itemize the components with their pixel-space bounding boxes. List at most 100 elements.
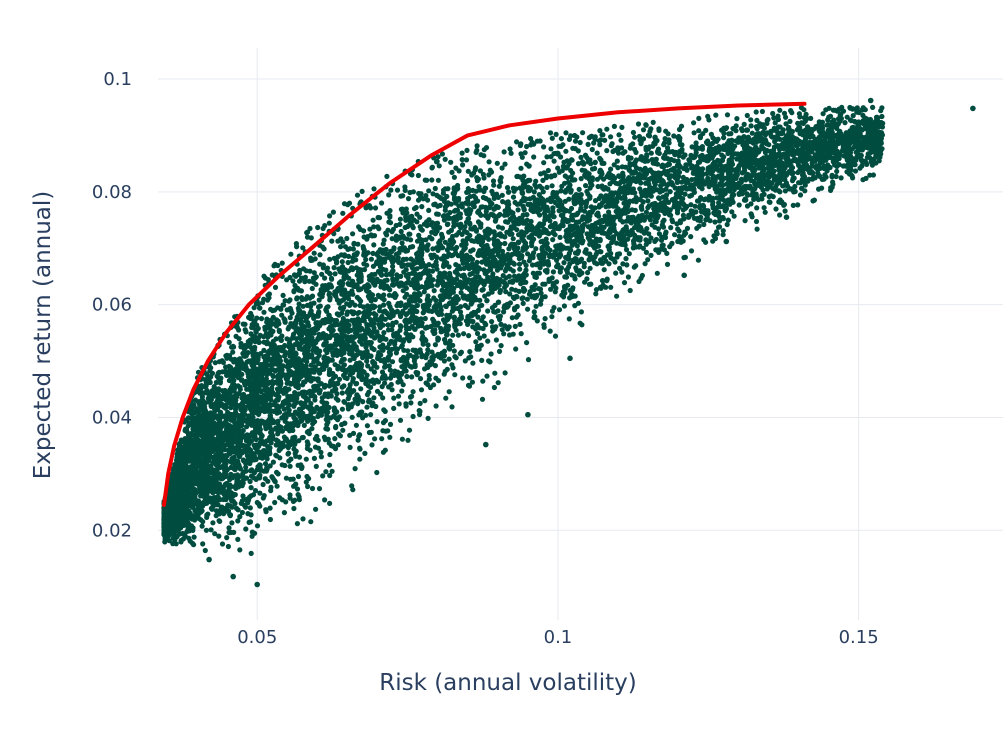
portfolio-point [679,146,685,153]
portfolio-point [227,513,233,519]
portfolio-point [879,105,885,111]
portfolio-point [701,221,707,228]
portfolio-point [519,295,525,302]
portfolio-point [309,293,316,299]
portfolio-point [604,148,610,154]
portfolio-point [385,327,392,333]
portfolio-point [488,351,494,357]
portfolio-point [820,111,826,117]
portfolio-point [627,287,633,294]
portfolio-point [248,485,254,491]
portfolio-point [616,132,622,138]
portfolio-point [356,309,362,316]
portfolio-point [417,408,423,414]
portfolio-point [748,123,754,129]
portfolio-point [340,210,346,216]
portfolio-point [329,238,335,244]
portfolio-point [287,315,293,321]
portfolio-point [316,486,323,492]
portfolio-point [396,401,402,407]
portfolio-point [275,418,281,424]
portfolio-point [559,183,565,189]
portfolio-point [422,177,428,183]
portfolio-point [712,219,718,225]
portfolio-point [645,198,651,204]
portfolio-point [542,316,548,322]
portfolio-point [525,306,531,312]
portfolio-point [322,223,328,229]
portfolio-point [486,159,492,165]
portfolio-point [578,154,584,160]
portfolio-point [237,547,243,553]
portfolio-point [374,469,380,476]
portfolio-point [426,207,432,213]
portfolio-point [611,162,617,168]
portfolio-point [808,115,814,121]
portfolio-point [333,425,339,431]
portfolio-point [479,396,486,402]
portfolio-point [691,120,697,126]
portfolio-point [744,112,750,119]
portfolio-point [404,373,410,380]
portfolio-point [288,456,294,462]
portfolio-point [517,266,523,272]
portfolio-point [436,194,442,200]
portfolio-point [834,168,840,174]
portfolio-point [429,165,435,171]
portfolio-point [431,295,437,301]
portfolio-point [386,292,392,298]
portfolio-point [654,270,660,276]
portfolio-point [630,129,637,136]
portfolio-point [584,276,590,282]
portfolio-point [466,333,472,339]
portfolio-point [563,130,569,136]
portfolio-point [303,456,309,462]
portfolio-point [759,108,766,115]
portfolio-point [624,262,630,268]
portfolio-point [770,110,776,117]
portfolio-point [489,319,495,325]
portfolio-point [599,200,606,206]
portfolio-point [370,217,376,223]
portfolio-point [267,516,273,523]
portfolio-point [585,141,591,147]
portfolio-point [578,256,585,262]
portfolio-point [398,273,404,279]
portfolio-point [484,298,490,304]
portfolio-point [851,161,858,168]
portfolio-point [468,248,474,254]
portfolio-point [497,211,503,218]
portfolio-point [742,218,748,224]
portfolio-point [416,232,422,238]
portfolio-point [668,225,674,231]
portfolio-point [449,169,455,175]
portfolio-point [485,338,491,344]
portfolio-point [475,314,481,320]
portfolio-point [788,108,794,114]
portfolio-point [229,520,235,526]
portfolio-point [280,292,286,298]
portfolio-point [549,308,556,314]
portfolio-point [295,473,302,480]
portfolio-point [344,235,350,242]
portfolio-point [349,414,355,420]
portfolio-point [459,150,465,156]
portfolio-point [502,370,508,376]
portfolio-point [557,234,563,240]
portfolio-point [811,174,817,180]
portfolio-point [561,303,568,309]
portfolio-point [350,430,357,436]
portfolio-point [287,463,293,469]
portfolio-point [650,160,656,166]
portfolio-point [495,380,501,386]
portfolio-point [474,143,480,149]
portfolio-point [744,203,751,209]
portfolio-point [331,265,337,271]
portfolio-point [470,318,476,325]
portfolio-point [291,505,297,512]
portfolio-point [274,469,280,475]
portfolio-point [703,196,709,202]
portfolio-point [731,213,737,219]
portfolio-point [431,382,437,388]
portfolio-point [648,150,654,156]
